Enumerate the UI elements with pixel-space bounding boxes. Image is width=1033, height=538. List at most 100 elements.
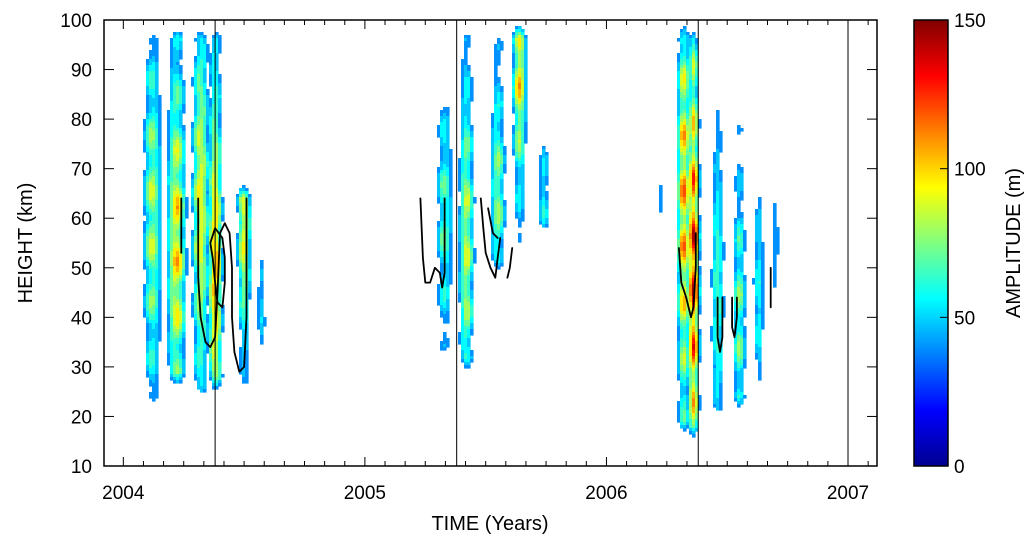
heatmap-cell [683,305,687,309]
heatmap-cell [209,167,213,171]
heatmap-cell [545,182,549,186]
heatmap-cell [737,170,741,174]
heatmap-cell [218,269,222,273]
heatmap-cell [194,239,198,243]
heatmap-cell [734,272,738,276]
heatmap-cell [461,209,465,213]
heatmap-cell [758,299,762,303]
heatmap-cell [149,188,153,192]
heatmap-cell [182,170,186,174]
heatmap-cell [173,314,177,318]
heatmap-cell [503,212,507,216]
heatmap-cell [146,290,150,294]
heatmap-cell [152,89,156,93]
heatmap-cell [215,128,219,132]
heatmap-cell [155,218,159,222]
heatmap-cell [239,257,243,261]
heatmap-cell [155,104,159,108]
heatmap-cell [461,143,465,147]
heatmap-cell [677,335,681,339]
heatmap-cell [518,164,522,168]
heatmap-cell [755,317,759,321]
heatmap-cell [470,95,474,99]
heatmap-cell [206,260,210,264]
heatmap-cell [521,47,525,51]
heatmap-cell [206,242,210,246]
heatmap-cell [689,83,693,87]
heatmap-cell [521,113,525,117]
heatmap-cell [659,188,663,192]
heatmap-cell [545,221,549,225]
heatmap-cell [710,329,714,333]
heatmap-cell [239,311,243,315]
heatmap-cell [206,266,210,270]
heatmap-cell [677,209,681,213]
heatmap-cell [698,179,702,183]
heatmap-cell [257,290,261,294]
heatmap-cell [218,164,222,168]
heatmap-cell [155,320,159,324]
heatmap-cell [179,152,183,156]
heatmap-cell [692,260,696,264]
heatmap-cell [743,236,747,240]
heatmap-cell [215,89,219,93]
heatmap-cell [197,47,201,51]
heatmap-cell [200,281,204,285]
heatmap-cell [722,299,726,303]
heatmap-cell [695,179,699,183]
heatmap-cell [149,209,153,213]
heatmap-cell [155,80,159,84]
heatmap-cell [521,191,525,195]
heatmap-cell [206,152,210,156]
heatmap-cell [518,59,522,63]
heatmap-cell [146,335,150,339]
heatmap-cell [464,152,468,156]
heatmap-cell [146,242,150,246]
heatmap-cell [524,122,528,126]
heatmap-cell [440,176,444,180]
heatmap-cell [176,62,180,66]
heatmap-cell [458,248,462,252]
heatmap-cell [167,227,171,231]
heatmap-cell [215,179,219,183]
heatmap-cell [176,125,180,129]
heatmap-cell [158,296,162,300]
heatmap-cell [173,59,177,63]
heatmap-cell [497,206,501,210]
heatmap-cell [539,203,543,207]
heatmap-cell [686,254,690,258]
heatmap-cell [464,302,468,306]
heatmap-cell [449,245,453,249]
heatmap-cell [713,185,717,189]
heatmap-cell [539,212,543,216]
heatmap-cell [212,86,216,90]
heatmap-cell [146,266,150,270]
heatmap-cell [257,317,261,321]
heatmap-cell [167,302,171,306]
heatmap-cell [209,323,213,327]
heatmap-cell [680,32,684,36]
heatmap-cell [194,269,198,273]
heatmap-cell [521,146,525,150]
heatmap-cell [713,230,717,234]
heatmap-cell [752,278,756,282]
heatmap-cell [446,167,450,171]
heatmap-cell [146,263,150,267]
heatmap-cell [446,263,450,267]
heatmap-cell [761,287,765,291]
heatmap-cell [458,167,462,171]
heatmap-cell [173,32,177,36]
heatmap-cell [686,143,690,147]
heatmap-cell [179,158,183,162]
heatmap-cell [152,188,156,192]
heatmap-cell [677,71,681,75]
heatmap-cell [191,140,195,144]
heatmap-cell [200,38,204,42]
heatmap-cell [194,296,198,300]
heatmap-cell [152,197,156,201]
heatmap-cell [173,104,177,108]
heatmap-cell [677,134,681,138]
heatmap-cell [191,239,195,243]
heatmap-cell [176,77,180,81]
heatmap-cell [758,329,762,333]
